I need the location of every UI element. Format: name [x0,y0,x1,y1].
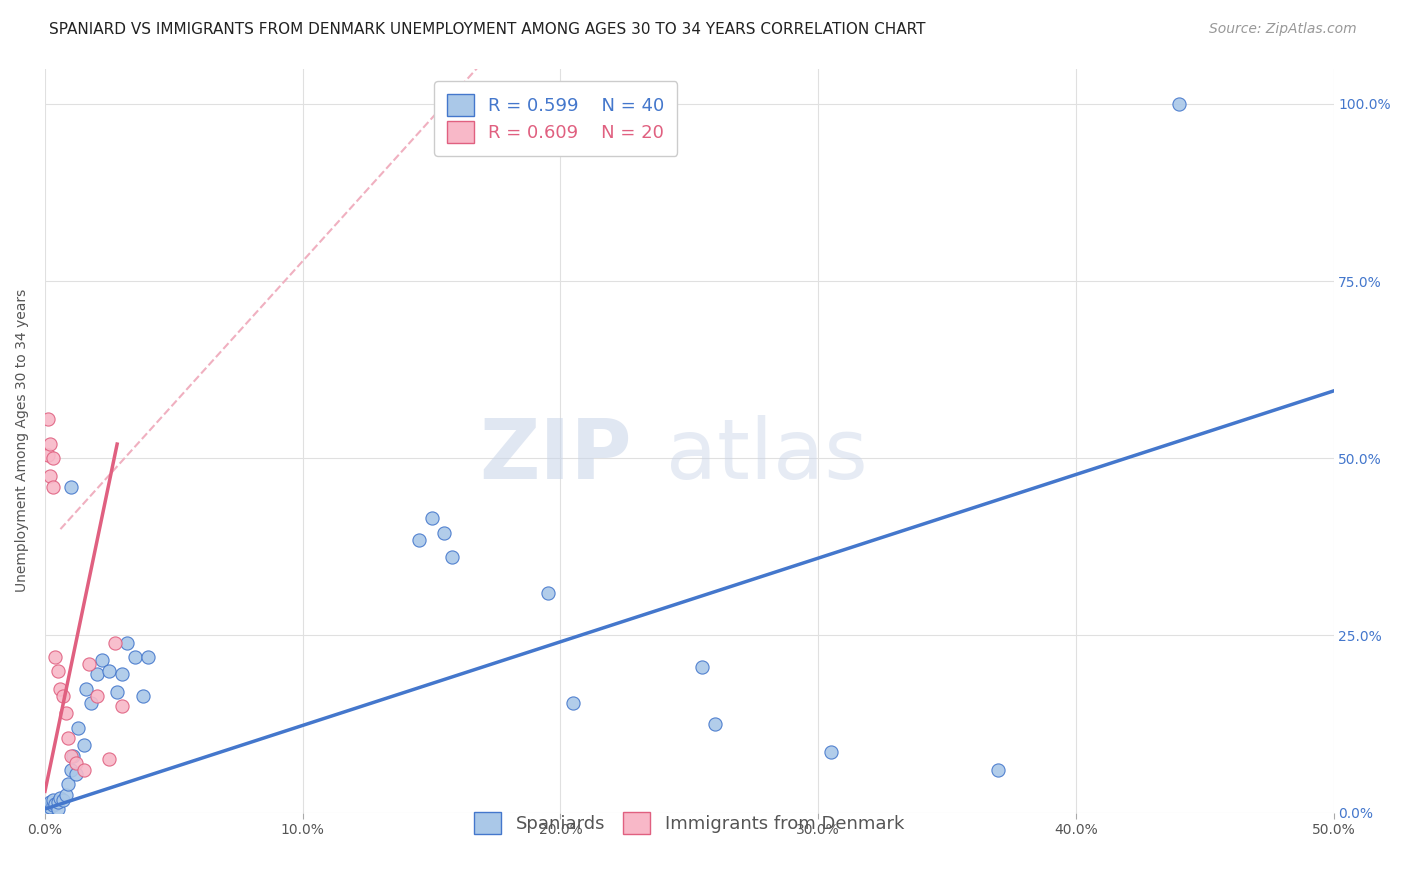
Point [52,689,75,703]
Point [72,763,94,777]
Point [111,699,134,714]
Point [987,763,1010,777]
Point [62,748,84,763]
Point [41,798,63,813]
Point [65,766,87,780]
Point [52,793,75,807]
Point [67,721,90,735]
Point [59,763,82,777]
Point [56,777,79,791]
Point [46,802,69,816]
Text: atlas: atlas [665,415,868,496]
Point [111,667,134,681]
Point [98,752,121,766]
Point [132,689,155,703]
Text: SPANIARD VS IMMIGRANTS FROM DENMARK UNEMPLOYMENT AMONG AGES 30 TO 34 YEARS CORRE: SPANIARD VS IMMIGRANTS FROM DENMARK UNEM… [49,22,925,37]
Point [39,795,62,809]
Point [103,635,125,649]
Legend: Spaniards, Immigrants from Denmark: Spaniards, Immigrants from Denmark [464,801,915,845]
Text: ZIP: ZIP [479,415,631,496]
Point [820,745,842,759]
Point [39,800,62,814]
Point [56,731,79,746]
Point [86,667,108,681]
Point [37,802,59,816]
Point [420,511,443,525]
Point [41,480,63,494]
Point [105,685,128,699]
Point [80,696,103,710]
Point [39,469,62,483]
Point [37,448,59,462]
Point [55,788,77,802]
Point [1167,97,1189,112]
Point [65,756,87,770]
Point [136,649,159,664]
Text: Source: ZipAtlas.com: Source: ZipAtlas.com [1209,22,1357,37]
Point [562,696,585,710]
Point [98,664,121,678]
Point [124,649,146,664]
Point [41,451,63,466]
Point [90,653,112,667]
Point [49,791,72,805]
Point [72,738,94,752]
Point [117,635,139,649]
Point [75,681,97,696]
Point [44,649,66,664]
Point [59,480,82,494]
Point [536,586,558,600]
Point [441,550,464,565]
Point [86,689,108,703]
Point [690,660,713,674]
Point [55,706,77,721]
Point [44,797,66,811]
Point [59,748,82,763]
Point [41,793,63,807]
Point [37,412,59,426]
Y-axis label: Unemployment Among Ages 30 to 34 years: Unemployment Among Ages 30 to 34 years [15,289,30,592]
Point [49,681,72,696]
Point [704,717,727,731]
Point [39,437,62,451]
Point [408,533,430,547]
Point [46,795,69,809]
Point [77,657,100,671]
Point [433,525,456,540]
Point [46,664,69,678]
